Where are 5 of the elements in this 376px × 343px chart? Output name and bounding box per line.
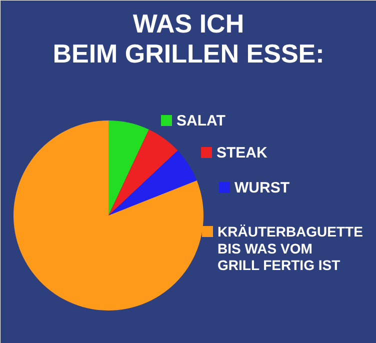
legend-label: WURST [234,180,290,196]
legend-label: KRÄUTERBAGUETTE BIS WAS VOM GRILL FERTIG IST [218,224,363,274]
chart-title: WAS ICH BEIM GRILLEN ESSE: [52,8,324,68]
legend-label: STEAK [216,144,268,162]
legend-label: SALAT [176,112,226,130]
